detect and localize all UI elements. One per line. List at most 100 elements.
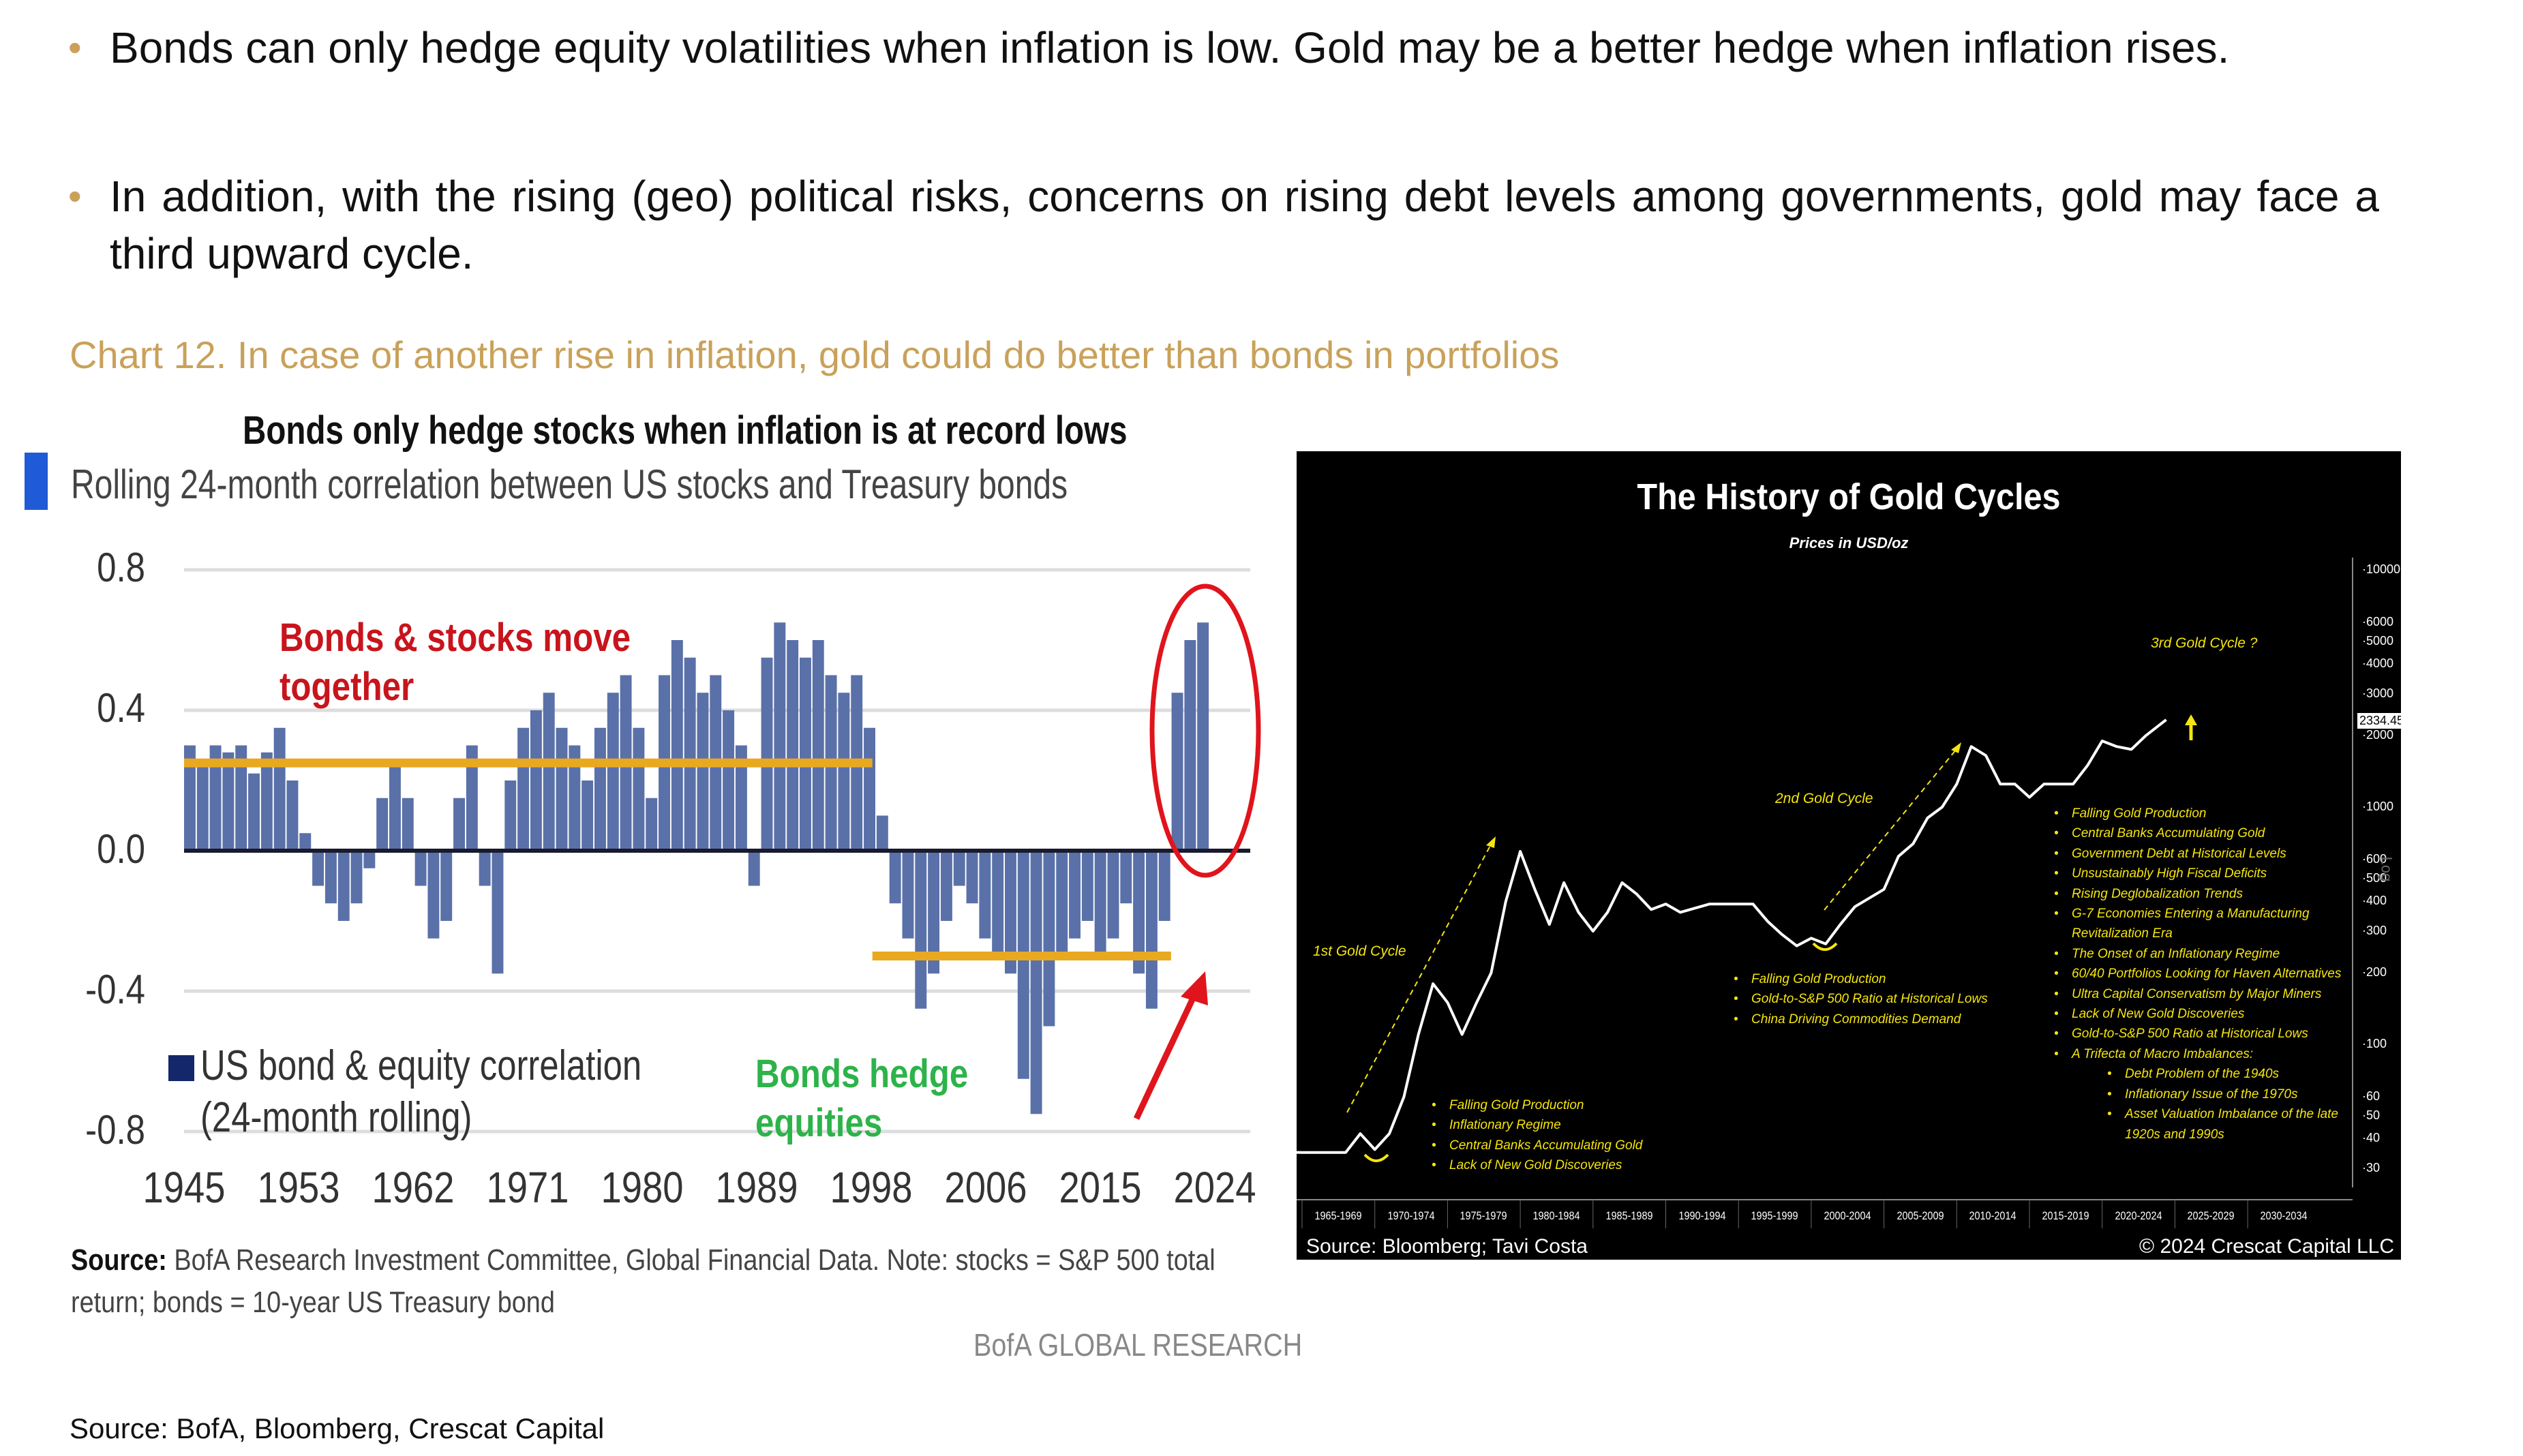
driver-item: Lack of New Gold Discoveries — [1432, 1155, 1642, 1176]
gold-y-tick: ·600 — [2362, 852, 2387, 866]
driver-item: Inflationary Regime — [1432, 1115, 1642, 1136]
gold-y-tick: ·3000 — [2362, 686, 2394, 700]
gold-y-tick: ·5000 — [2362, 633, 2394, 648]
bullet-item: • Bonds can only hedge equity volatiliti… — [68, 19, 2379, 76]
gold-x-category: 1985-1989 — [1605, 1209, 1653, 1222]
correlation-bar — [607, 693, 619, 851]
gold-x-category: 2025-2029 — [2187, 1209, 2235, 1222]
correlation-bar — [209, 745, 222, 851]
correlation-bar — [1017, 851, 1029, 1079]
correlation-bar — [196, 763, 209, 851]
bullet-text: Bonds can only hedge equity volatilities… — [110, 23, 2230, 72]
annotation-line: Bonds & stocks move — [280, 616, 631, 660]
correlation-bar — [902, 851, 914, 939]
cycle1-drivers: Falling Gold ProductionInflationary Regi… — [1432, 1095, 1642, 1176]
gold-y-tick: ·6000 — [2362, 615, 2394, 629]
correlation-bar — [1133, 851, 1145, 974]
correlation-bar — [1069, 851, 1081, 939]
correlation-bar — [876, 815, 888, 851]
correlation-bar — [453, 798, 465, 851]
driver-item: China Driving Commodities Demand — [1734, 1010, 1988, 1030]
source-label: Source: — [71, 1243, 167, 1277]
correlation-bar — [581, 780, 594, 851]
correlation-bar — [748, 851, 760, 886]
gold-chart-title: The History of Gold Cycles — [1637, 476, 2061, 517]
correlation-bar — [1120, 851, 1132, 904]
left-chart-source: Source: BofA Research Investment Committ… — [71, 1239, 1215, 1281]
gold-y-tick: ·100 — [2362, 1037, 2387, 1050]
correlation-bar — [838, 693, 850, 851]
x-tick: 1998 — [830, 1163, 913, 1212]
gold-price-plot — [1297, 558, 2353, 1228]
gold-y-tick: ·300 — [2362, 923, 2387, 937]
annotation-bonds-hedge: Bonds hedge equities — [755, 1050, 968, 1148]
chart-caption: Chart 12. In case of another rise in inf… — [70, 333, 1560, 376]
cycle2-drivers: Falling Gold ProductionGold-to-S&P 500 R… — [1734, 969, 1988, 1030]
correlation-bar — [735, 745, 747, 851]
gold-y-tick: ·50 — [2362, 1108, 2381, 1122]
correlation-bar — [556, 727, 568, 851]
gold-x-category: 2020-2024 — [2115, 1209, 2162, 1222]
gold-y-tick: ·40 — [2362, 1131, 2381, 1145]
correlation-bar — [594, 727, 606, 851]
correlation-bar — [286, 780, 299, 851]
x-tick: 2015 — [1059, 1163, 1142, 1212]
gold-y-tick: ·30 — [2362, 1160, 2381, 1174]
correlation-bar — [479, 851, 491, 886]
cycle3-drivers: Falling Gold ProductionCentral Banks Acc… — [2054, 804, 2347, 1144]
legend-swatch — [168, 1055, 194, 1081]
correlation-bar — [966, 851, 978, 904]
correlation-bar — [1158, 851, 1170, 921]
correlation-bar — [992, 851, 1004, 956]
driver-item: Rising Deglobalization Trends — [2054, 884, 2347, 905]
correlation-bar — [1043, 851, 1055, 1027]
correlation-bar — [889, 851, 901, 904]
gold-x-category: 2010-2014 — [1969, 1209, 2016, 1222]
driver-item: Inflationary Issue of the 1970s — [2107, 1085, 2347, 1105]
correlation-bar — [787, 640, 799, 851]
correlation-bar — [504, 780, 517, 851]
gold-x-category: 1995-1999 — [1751, 1209, 1798, 1222]
annotation-line: equities — [755, 1101, 883, 1145]
annotation-move-together: Bonds & stocks move together — [280, 613, 631, 712]
y-tick: 0.0 — [97, 826, 145, 872]
gold-x-category: 1980-1984 — [1532, 1209, 1580, 1222]
correlation-bar — [915, 851, 927, 1009]
correlation-bar — [324, 851, 337, 904]
driver-item: Asset Valuation Imbalance of the late 19… — [2107, 1104, 2347, 1144]
correlation-bar — [774, 622, 786, 851]
correlation-bar — [723, 710, 735, 851]
cycle1-trend-arrow — [1346, 844, 1492, 1113]
bullet-text: In addition, with the rising (geo) polit… — [110, 172, 2379, 278]
x-tick: 1971 — [486, 1163, 569, 1212]
correlation-bar — [940, 851, 952, 921]
red-arrow-head — [1181, 971, 1208, 1005]
y-tick: 0.4 — [97, 685, 145, 731]
gold-y-tick: ·4000 — [2362, 656, 2394, 671]
driver-item: Unsustainably High Fiscal Deficits — [2054, 864, 2347, 884]
correlation-bar — [569, 745, 581, 851]
correlation-bar — [1107, 851, 1119, 939]
gold-x-category: 2015-2019 — [2042, 1209, 2089, 1222]
correlation-bar — [530, 710, 542, 851]
correlation-bar — [864, 727, 875, 851]
correlation-bar — [492, 851, 504, 974]
gold-chart-source: Source: Bloomberg; Tavi Costa — [1306, 1235, 1588, 1258]
correlation-bar — [466, 745, 478, 851]
correlation-bar — [684, 657, 696, 851]
correlation-bar — [440, 851, 453, 921]
correlation-bar — [184, 745, 196, 851]
annotation-line: Bonds hedge — [755, 1052, 969, 1096]
correlation-bar — [389, 763, 401, 851]
annotation-line: together — [280, 665, 414, 709]
x-tick: 1945 — [142, 1163, 226, 1212]
x-tick: 1980 — [601, 1163, 684, 1212]
red-arrow-shaft — [1133, 994, 1198, 1120]
correlation-bar — [1056, 851, 1068, 956]
correlation-bar — [953, 851, 965, 886]
correlation-bar — [414, 851, 427, 886]
bofa-brand: BofA GLOBAL RESEARCH — [973, 1327, 1303, 1363]
gold-cycles-chart: The History of Gold Cycles Prices in USD… — [1297, 451, 2401, 1260]
x-tick: 2024 — [1173, 1163, 1256, 1212]
x-tick: 2006 — [944, 1163, 1027, 1212]
